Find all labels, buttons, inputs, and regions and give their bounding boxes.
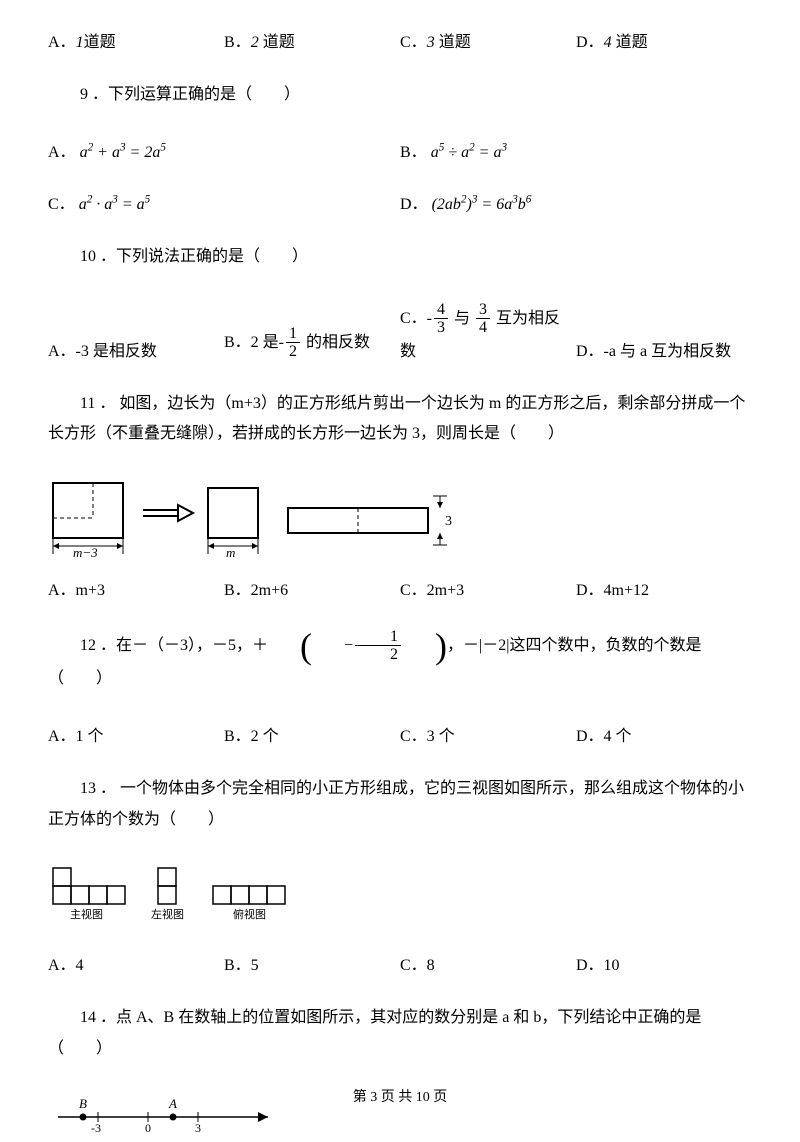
label: A． <box>48 144 76 161</box>
view-label: 主视图 <box>70 907 103 921</box>
formula-text: a5 ÷ a2 = a3 <box>431 144 507 161</box>
option-d: D． (2ab2)3 = 6a3b6 <box>400 190 752 214</box>
q10-stem: 10 ．下列说法正确的是（ ） <box>48 242 752 272</box>
q12-stem: 12 ．在－（－3），－5，＋(−12)，－|－2|这四个数中，负数的个数是 （… <box>48 628 752 695</box>
option-c: C．3 道题 <box>400 28 576 52</box>
option-d: D．4m+12 <box>576 576 752 600</box>
opt-num: 1 <box>76 34 84 51</box>
opt-prefix: D． <box>576 34 604 51</box>
label: B． <box>400 144 427 161</box>
option-b: B．2 道题 <box>224 28 400 52</box>
pre: 12 ．在－（－3），－5，＋ <box>80 637 268 654</box>
formula-text: (2ab2)3 = 6a3b6 <box>432 196 532 213</box>
option-d: D．4 道题 <box>576 28 752 52</box>
option-a: A．1道题 <box>48 28 224 52</box>
option-a: A．-3 是相反数 <box>48 337 224 361</box>
opt-num: 3 <box>427 34 435 51</box>
label-m3: m−3 <box>73 545 98 558</box>
tick-label: -3 <box>91 1121 101 1135</box>
option-c: C．-43 与 34 互为相反数 <box>400 301 576 361</box>
tick-label: 3 <box>195 1121 201 1135</box>
tick-label: 0 <box>145 1121 151 1135</box>
option-c: C．8 <box>400 951 576 975</box>
q13-figure: 主视图 左视图 俯视图 <box>48 863 752 933</box>
opt-prefix: A． <box>48 34 76 51</box>
q13-options: A．4 B．5 C．8 D．10 <box>48 951 752 975</box>
opt-suffix: 道题 <box>259 34 295 51</box>
label: D． <box>400 196 428 213</box>
q9-stem: 9 ．下列运算正确的是（ ） <box>48 80 752 110</box>
opt-suffix: 道题 <box>84 34 116 51</box>
option-c: C．3 个 <box>400 722 576 746</box>
cut-square-diagram: m−3 m 3 <box>48 478 478 558</box>
option-b: B．5 <box>224 951 400 975</box>
page-footer: 第 3 页 共 10 页 <box>0 1086 800 1106</box>
pre: C．- <box>400 310 432 327</box>
fraction: 34 <box>476 301 490 337</box>
post: 的相反数 <box>302 334 370 351</box>
q13-stem: 13 ． 一个物体由多个完全相同的小正方形组成，它的三视图如图所示，那么组成这个… <box>48 774 752 835</box>
option-d: D．4 个 <box>576 722 752 746</box>
option-a: A． a2 + a3 = 2a5 <box>48 138 400 162</box>
option-c: C． a2 · a3 = a5 <box>48 190 400 214</box>
q9-options-row2: C． a2 · a3 = a5 D． (2ab2)3 = 6a3b6 <box>48 190 752 214</box>
paren-fraction: (−12) <box>268 628 447 664</box>
q11-stem: 11 ． 如图，边长为（m+3）的正方形纸片剪出一个边长为 m 的正方形之后，剩… <box>48 389 752 450</box>
opt-prefix: B． <box>224 34 251 51</box>
option-d: D．10 <box>576 951 752 975</box>
label-3: 3 <box>445 514 452 529</box>
opt-prefix: C． <box>400 34 427 51</box>
q14-stem: 14 ．点 A、B 在数轴上的位置如图所示，其对应的数分别是 a 和 b，下列结… <box>48 1003 752 1064</box>
q8-options: A．1道题 B．2 道题 C．3 道题 D．4 道题 <box>48 28 752 52</box>
formula-text: a2 + a3 = 2a5 <box>80 144 166 161</box>
pre: B．2 是- <box>224 334 284 351</box>
option-a: A．1 个 <box>48 722 224 746</box>
formula-text: a2 · a3 = a5 <box>79 196 151 213</box>
three-views-diagram: 主视图 左视图 俯视图 <box>48 863 348 933</box>
mid: 与 <box>450 310 474 327</box>
q11-figure: m−3 m 3 <box>48 478 752 558</box>
view-label: 俯视图 <box>233 907 266 921</box>
label: C． <box>48 196 75 213</box>
opt-num: 4 <box>604 34 612 51</box>
opt-suffix: 道题 <box>612 34 648 51</box>
opt-num: 2 <box>251 34 259 51</box>
option-b: B．2 个 <box>224 722 400 746</box>
fraction: 12 <box>286 325 300 361</box>
q12-options: A．1 个 B．2 个 C．3 个 D．4 个 <box>48 722 752 746</box>
option-c: C．2m+3 <box>400 576 576 600</box>
option-a: A．4 <box>48 951 224 975</box>
view-label: 左视图 <box>151 907 184 921</box>
option-b: B． a5 ÷ a2 = a3 <box>400 138 752 162</box>
q10-options: A．-3 是相反数 B．2 是-12 的相反数 C．-43 与 34 互为相反数… <box>48 301 752 361</box>
opt-suffix: 道题 <box>435 34 471 51</box>
option-a: A．m+3 <box>48 576 224 600</box>
option-b: B．2 是-12 的相反数 <box>224 325 400 361</box>
label-m: m <box>226 545 235 558</box>
option-b: B．2m+6 <box>224 576 400 600</box>
q11-options: A．m+3 B．2m+6 C．2m+3 D．4m+12 <box>48 576 752 600</box>
option-d: D．-a 与 a 互为相反数 <box>576 337 752 361</box>
fraction: 43 <box>434 301 448 337</box>
q9-options-row1: A． a2 + a3 = 2a5 B． a5 ÷ a2 = a3 <box>48 138 752 162</box>
